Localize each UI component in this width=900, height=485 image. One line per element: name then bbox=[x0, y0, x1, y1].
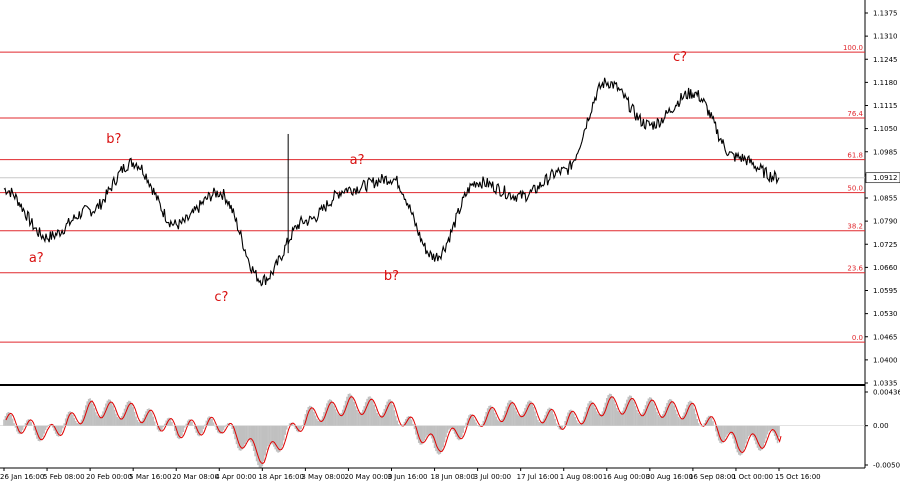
current-price-box bbox=[865, 172, 900, 184]
fib-level-label: 100.0 bbox=[843, 44, 863, 52]
fib-level-label: 61.8 bbox=[847, 152, 863, 160]
x-tick-label: 4 Apr 00:00 bbox=[215, 473, 256, 481]
x-tick-label: 26 Jan 16:00 bbox=[0, 473, 44, 481]
price-tick-label: 1.0660 bbox=[873, 264, 898, 272]
fib-level-label: 76.4 bbox=[847, 110, 863, 118]
fib-level-label: 0.0 bbox=[852, 334, 863, 342]
price-tick-label: 1.1115 bbox=[873, 102, 898, 110]
price-tick-label: 1.0400 bbox=[873, 356, 898, 364]
price-tick-label: 1.0725 bbox=[873, 241, 898, 249]
osc-tick-label: 0.00 bbox=[873, 422, 889, 430]
price-tick-label: 1.0985 bbox=[873, 148, 898, 156]
price-tick-label: 1.0790 bbox=[873, 218, 898, 226]
price-tick-label: 1.1310 bbox=[873, 33, 898, 41]
wave-label: b? bbox=[106, 132, 121, 147]
x-tick-label: 17 Jul 16:00 bbox=[517, 473, 559, 481]
x-tick-label: 3 May 08:00 bbox=[301, 473, 345, 481]
x-tick-label: 15 Oct 16:00 bbox=[775, 473, 821, 481]
x-tick-label: 18 Apr 16:00 bbox=[258, 473, 304, 481]
wave-label: a? bbox=[29, 251, 44, 266]
price-panel: 1.1375 1.1310 1.1245 1.1180 1.1115 1.1050 1.09… bbox=[0, 0, 900, 468]
fib-level-label: 50.0 bbox=[847, 185, 863, 193]
wave-label: a? bbox=[350, 153, 365, 168]
x-tick-label: 1 Oct 00:00 bbox=[732, 473, 773, 481]
oscillator-panel: 0.00436 0.00 -0.00509 bbox=[0, 389, 900, 470]
x-tick-label: 3 Jul 00:00 bbox=[474, 473, 512, 481]
x-tick-label: 3 Jun 16:00 bbox=[388, 473, 428, 481]
fib-level-label: 23.6 bbox=[847, 265, 863, 273]
x-tick-label: 18 Jun 08:00 bbox=[431, 473, 475, 481]
x-tick-label: 20 Mar 08:00 bbox=[172, 473, 219, 481]
wave-label: c? bbox=[214, 290, 228, 305]
x-tick-label: 5 Mar 16:00 bbox=[129, 473, 171, 481]
price-tick-label: 1.0465 bbox=[873, 333, 898, 341]
wave-label: b? bbox=[384, 269, 399, 284]
x-tick-label: 1 Aug 08:00 bbox=[560, 473, 603, 481]
price-tick-label: 1.1180 bbox=[873, 79, 898, 87]
x-axis: 26 Jan 16:005 Feb 08:00 20 Feb 00:005 Mar… bbox=[0, 467, 865, 481]
x-tick-label: 16 Sep 08:00 bbox=[689, 473, 736, 481]
x-tick-label: 30 Aug 16:00 bbox=[646, 473, 693, 481]
x-tick-label: 5 Feb 08:00 bbox=[43, 473, 84, 481]
price-tick-label: 1.1375 bbox=[873, 10, 898, 18]
osc-signal-line bbox=[5, 396, 782, 464]
x-tick-label: 20 May 00:00 bbox=[344, 473, 392, 481]
price-tick-label: 1.0595 bbox=[873, 287, 898, 295]
current-price-label: 1.0912 bbox=[873, 174, 898, 182]
price-series-line bbox=[3, 77, 780, 287]
price-tick-label: 1.0335 bbox=[873, 380, 898, 388]
x-tick-label: 20 Feb 00:00 bbox=[86, 473, 132, 481]
fib-level-label: 38.2 bbox=[847, 223, 863, 231]
osc-tick-label: 0.00436 bbox=[873, 389, 900, 397]
price-tick-label: 1.0855 bbox=[873, 195, 898, 203]
x-tick-label: 16 Aug 00:00 bbox=[603, 473, 650, 481]
osc-tick-label: -0.00509 bbox=[873, 462, 900, 470]
wave-label: c? bbox=[673, 50, 687, 65]
price-tick-label: 1.1050 bbox=[873, 125, 898, 133]
price-tick-label: 1.1245 bbox=[873, 56, 898, 64]
price-tick-label: 1.0530 bbox=[873, 310, 898, 318]
